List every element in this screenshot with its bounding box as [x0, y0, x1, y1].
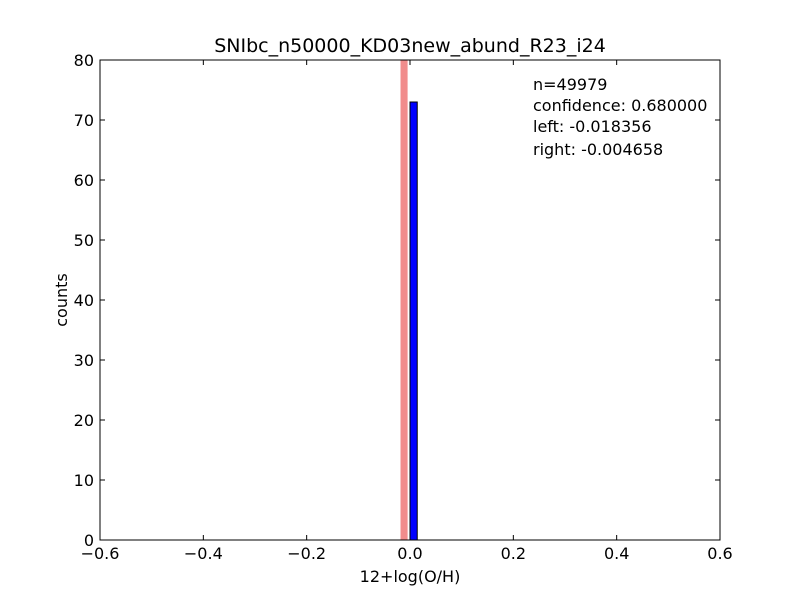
- y-tick-label: 50: [74, 231, 94, 250]
- tick-layer: −0.6 −0.4 −0.2 0.0 0.2 0.4 0.6 0 10 20 30 40 50 60 70 8…: [74, 51, 733, 563]
- x-axis-label: 12+log(O/H): [360, 567, 461, 586]
- y-axis-label: counts: [52, 273, 71, 326]
- annotation-block: n=49979 confidence: 0.680000 left: -0.01…: [533, 75, 707, 159]
- y-tick-label: 60: [74, 171, 94, 190]
- y-tick-label: 10: [74, 471, 94, 490]
- chart-title: SNIbc_n50000_KD03new_abund_R23_i24: [214, 35, 606, 57]
- y-tick-label: 40: [74, 291, 94, 310]
- x-tick-label: 0.4: [604, 544, 629, 563]
- y-tick-label: 20: [74, 411, 94, 430]
- annotation-right: right: -0.004658: [533, 140, 663, 159]
- x-tick-label: 0.0: [397, 544, 422, 563]
- bar-layer: [409, 101, 418, 541]
- annotation-left: left: -0.018356: [533, 117, 652, 136]
- x-tick-label: 0.2: [501, 544, 526, 563]
- confidence-band: [400, 60, 408, 540]
- y-tick-label: 30: [74, 351, 94, 370]
- y-tick-label: 70: [74, 111, 94, 130]
- confidence-band-layer: [400, 60, 408, 540]
- annotation-n: n=49979: [533, 75, 607, 94]
- x-tick-label: −0.2: [287, 544, 326, 563]
- x-tick-label: −0.4: [184, 544, 223, 563]
- x-tick-label: 0.6: [707, 544, 732, 563]
- annotation-confidence: confidence: 0.680000: [533, 96, 707, 115]
- x-tick-label: −0.6: [81, 544, 120, 563]
- y-tick-label: 80: [74, 51, 94, 70]
- y-tick-label: 0: [84, 531, 94, 550]
- histogram-bar: [409, 101, 418, 541]
